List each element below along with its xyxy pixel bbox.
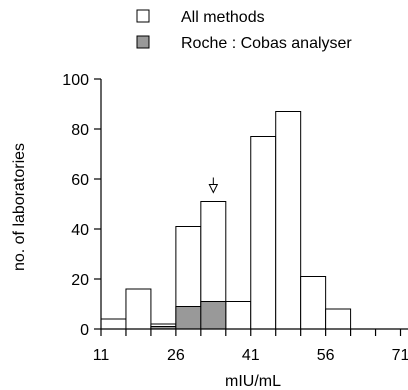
y-tick-label-4: 80 — [71, 122, 89, 139]
all-methods-bar-9 — [325, 308, 352, 330]
all-methods-bar-0 — [100, 318, 127, 330]
annotations — [208, 177, 219, 194]
x-tick-label-3: 56 — [317, 347, 335, 364]
roche-bar-1 — [175, 306, 202, 330]
x-tick-label-2: 41 — [242, 347, 260, 364]
arrow-down-icon — [208, 177, 219, 194]
roche-bar-2 — [200, 301, 227, 330]
y-tick-label-3: 60 — [71, 172, 89, 189]
all-methods-bar-1 — [125, 288, 152, 330]
x-tick-label-1: 26 — [167, 347, 185, 364]
legend-swatch-0 — [136, 9, 150, 23]
legend-label-1: Roche : Cobas analyser — [181, 35, 352, 52]
x-axis-label: mIU/mL — [225, 373, 281, 390]
y-tick-label-0: 0 — [80, 322, 89, 339]
legend-swatch-1 — [136, 35, 150, 49]
x-tick-label-0: 11 — [93, 347, 110, 364]
axes: 0 20 40 60 80 100 11 26 41 56 71 — [62, 72, 408, 364]
legend: All methods Roche : Cobas analyser — [136, 9, 352, 52]
all-methods-bar-7 — [275, 111, 302, 330]
y-axis-label: no. of laboratories — [11, 143, 28, 271]
all-methods-bar-8 — [300, 276, 327, 330]
legend-label-0: All methods — [181, 9, 265, 26]
all-methods-bars — [100, 111, 352, 330]
y-tick-label-5: 100 — [62, 72, 89, 89]
roche-bars — [150, 301, 227, 330]
all-methods-bar-5 — [225, 301, 252, 330]
y-tick-label-2: 40 — [71, 222, 89, 239]
y-tick-label-1: 20 — [71, 272, 89, 289]
x-tick-label-4: 71 — [392, 347, 408, 364]
all-methods-bar-6 — [250, 136, 277, 330]
